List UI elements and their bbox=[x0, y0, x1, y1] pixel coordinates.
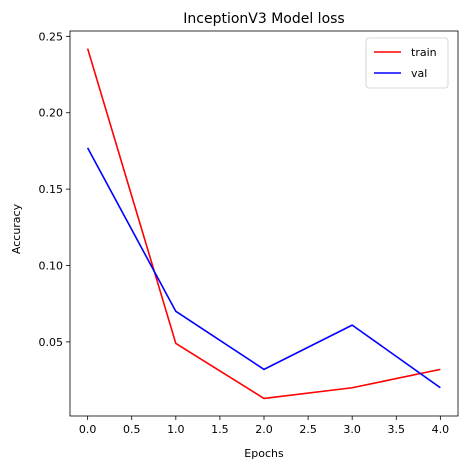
series-line-val bbox=[86, 147, 441, 389]
x-tick-label: 4.0 bbox=[432, 423, 450, 436]
legend-label-val: val bbox=[411, 67, 427, 80]
legend-label-train: train bbox=[411, 46, 437, 59]
x-tick-label: 0.5 bbox=[123, 423, 141, 436]
x-tick-label: 3.5 bbox=[388, 423, 406, 436]
x-tick-label: 0.0 bbox=[79, 423, 97, 436]
y-tick-label: 0.05 bbox=[39, 336, 64, 349]
legend: train val bbox=[365, 37, 449, 89]
series-line-train bbox=[86, 48, 441, 400]
chart-title: InceptionV3 Model loss bbox=[183, 11, 344, 27]
y-tick-label: 0.20 bbox=[39, 107, 64, 120]
series-lines bbox=[86, 48, 441, 400]
x-tick-label: 1.0 bbox=[167, 423, 185, 436]
x-tick-label: 1.5 bbox=[211, 423, 229, 436]
y-tick-label: 0.15 bbox=[39, 183, 64, 196]
y-axis: 0.05 0.10 0.15 0.20 0.25 bbox=[39, 30, 70, 349]
x-axis: 0.0 0.5 1.0 1.5 2.0 2.5 3.0 3.5 4.0 bbox=[79, 416, 449, 436]
legend-box bbox=[365, 37, 449, 89]
y-tick-label: 0.10 bbox=[39, 260, 64, 273]
y-axis-label: Accuracy bbox=[10, 203, 23, 254]
x-tick-label: 3.0 bbox=[343, 423, 361, 436]
x-axis-label: Epochs bbox=[244, 447, 284, 460]
x-tick-label: 2.0 bbox=[255, 423, 273, 436]
x-tick-label: 2.5 bbox=[299, 423, 317, 436]
y-tick-label: 0.25 bbox=[39, 30, 64, 43]
